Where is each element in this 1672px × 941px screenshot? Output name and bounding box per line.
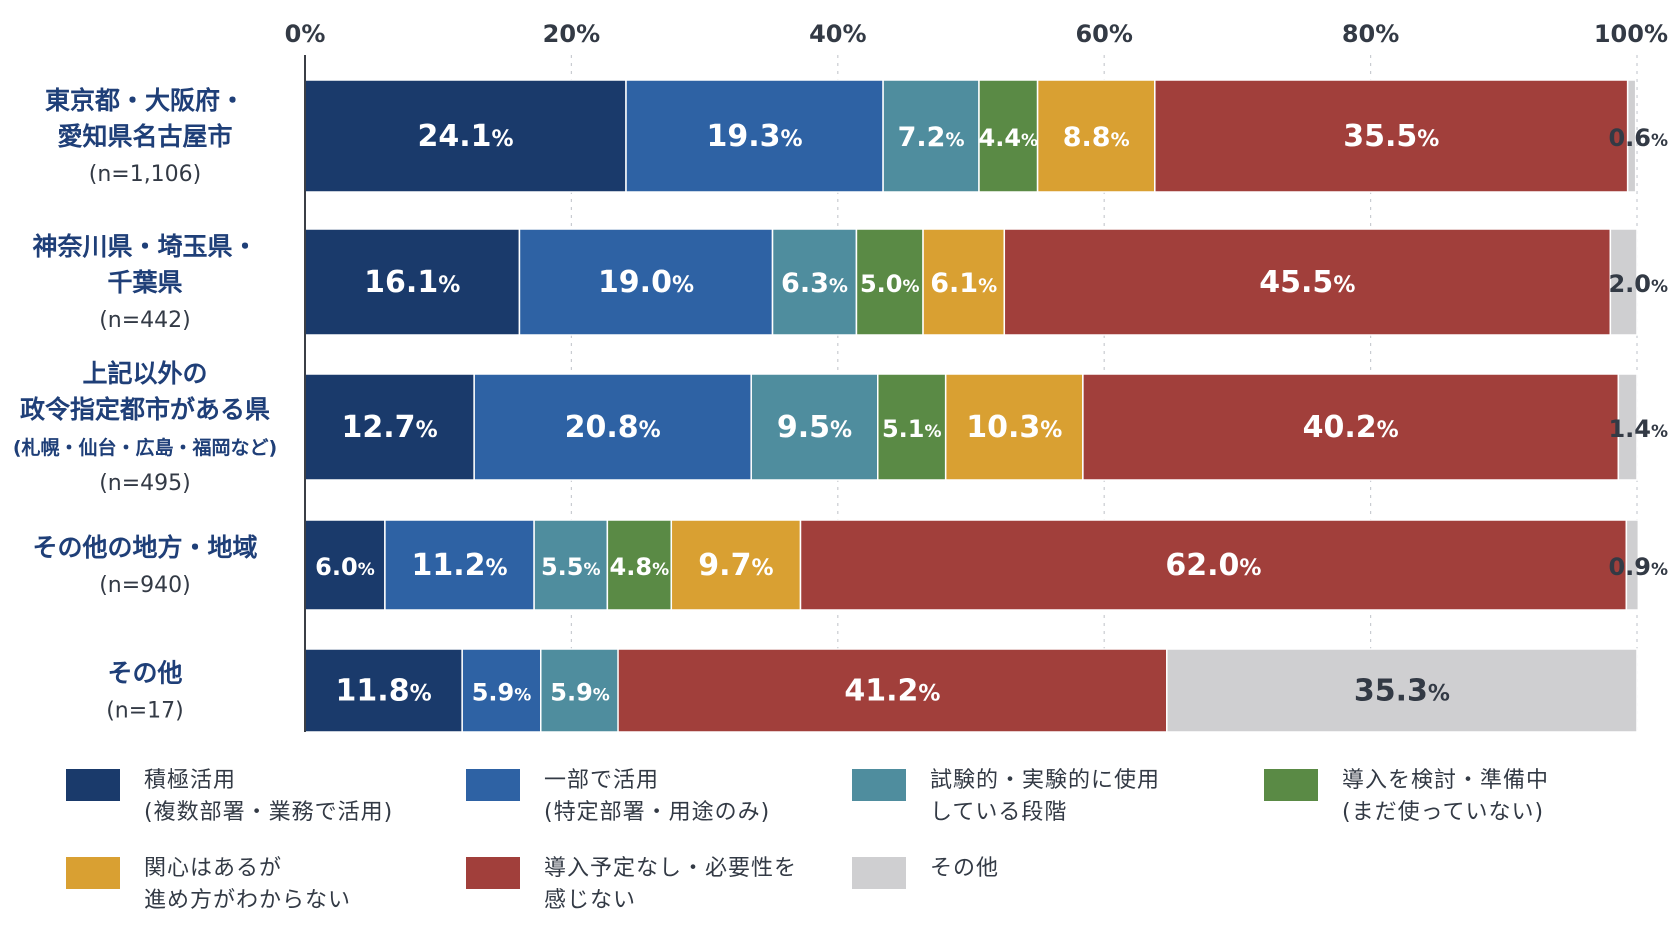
sample-size-label: (n=495) <box>99 471 191 496</box>
bar-segment <box>944 373 1084 481</box>
bar-segment <box>304 228 521 336</box>
bar-segment <box>384 519 535 611</box>
bar-segment <box>518 228 774 336</box>
category-label: 神奈川県・埼玉県・ <box>32 232 257 261</box>
bar-segment <box>771 228 858 336</box>
category-label: 政令指定都市がある県 <box>20 395 270 424</box>
bar-segment <box>1626 79 1637 193</box>
x-tick-label: 20% <box>543 20 600 48</box>
bar-segment <box>540 648 621 733</box>
bar-segment <box>1625 519 1640 611</box>
sample-size-label: (n=442) <box>99 308 191 333</box>
category-label: 東京都・大阪府・ <box>45 86 245 115</box>
sample-size-label: (n=940) <box>99 573 191 598</box>
bar-segment <box>1036 79 1156 193</box>
bar-segment <box>750 373 879 481</box>
bar-segment <box>799 519 1628 611</box>
category-label: その他 <box>107 659 182 688</box>
category-note: (札幌・仙台・広島・福岡など) <box>13 436 277 459</box>
bar-segment <box>1166 648 1638 733</box>
bar-segment <box>473 373 752 481</box>
data-label: 5.0% <box>860 270 920 298</box>
bar-segment <box>304 79 627 193</box>
x-tick-label: 40% <box>809 20 866 48</box>
category-label: 千葉県 <box>107 268 182 297</box>
bar-segment <box>1154 79 1629 193</box>
sample-size-label: (n=1,106) <box>89 162 202 187</box>
data-label: 2.0% <box>1608 270 1668 298</box>
bar-segment <box>1003 228 1612 336</box>
data-label: 45.5% <box>1259 265 1355 300</box>
data-label: 7.2% <box>898 122 965 153</box>
bar-segment <box>882 79 980 193</box>
category-label: 愛知県名古屋市 <box>57 122 232 151</box>
sample-size-label: (n=17) <box>106 699 184 724</box>
x-tick-label: 100% <box>1594 20 1668 48</box>
bar-segment <box>304 648 463 733</box>
bar-segment <box>855 228 924 336</box>
bar-segment <box>1082 373 1620 481</box>
category-label: 上記以外の <box>82 359 207 388</box>
category-label: その他の地方・地域 <box>32 533 257 562</box>
data-label: 5.9% <box>472 679 532 707</box>
x-tick-label: 80% <box>1342 20 1399 48</box>
x-tick-label: 60% <box>1075 20 1132 48</box>
bar-segment <box>461 648 542 733</box>
bar-segment <box>670 519 802 611</box>
bar-segment <box>978 79 1039 193</box>
bar-segment <box>922 228 1006 336</box>
data-label: 0.6% <box>1608 124 1668 152</box>
bar-segment <box>625 79 884 193</box>
x-tick-label: 0% <box>285 20 326 48</box>
data-label: 1.4% <box>1608 415 1668 443</box>
bar-segment <box>304 373 475 481</box>
bar-segment <box>1617 373 1638 481</box>
bar-segment <box>1609 228 1638 336</box>
data-label: 0.9% <box>1608 553 1668 581</box>
